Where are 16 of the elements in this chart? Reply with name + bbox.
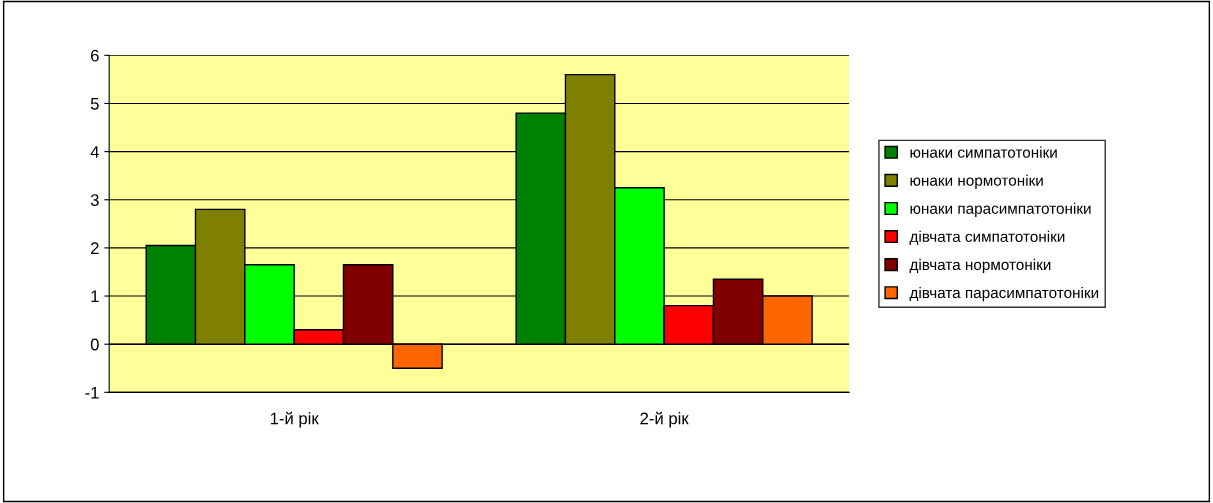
- y-tick-label: 0: [90, 338, 99, 351]
- legend-label: дівчата симпатотоніки: [909, 230, 1065, 245]
- y-tick-label: 5: [90, 98, 99, 110]
- legend-label: юнаки парасимпатотоніки: [910, 202, 1091, 217]
- y-tick-label: 6: [91, 49, 99, 62]
- legend-label: дівчата парасимпатотоніки: [909, 286, 1099, 302]
- y-tick-label: 1: [91, 290, 99, 303]
- x-tick-label: 1-й рік: [270, 411, 319, 428]
- y-tick-label: -1: [85, 386, 99, 399]
- legend-label: юнаки симпатотоніки: [910, 146, 1057, 158]
- y-tick-label: 2: [91, 242, 99, 254]
- x-tick-label: 2-й рік: [640, 411, 689, 428]
- legend-label: дівчата нормотоніки: [909, 258, 1051, 274]
- y-tick-label: 4: [90, 146, 99, 158]
- legend-label: юнаки нормотоніки: [910, 174, 1043, 189]
- y-tick-label: 3: [90, 194, 99, 206]
